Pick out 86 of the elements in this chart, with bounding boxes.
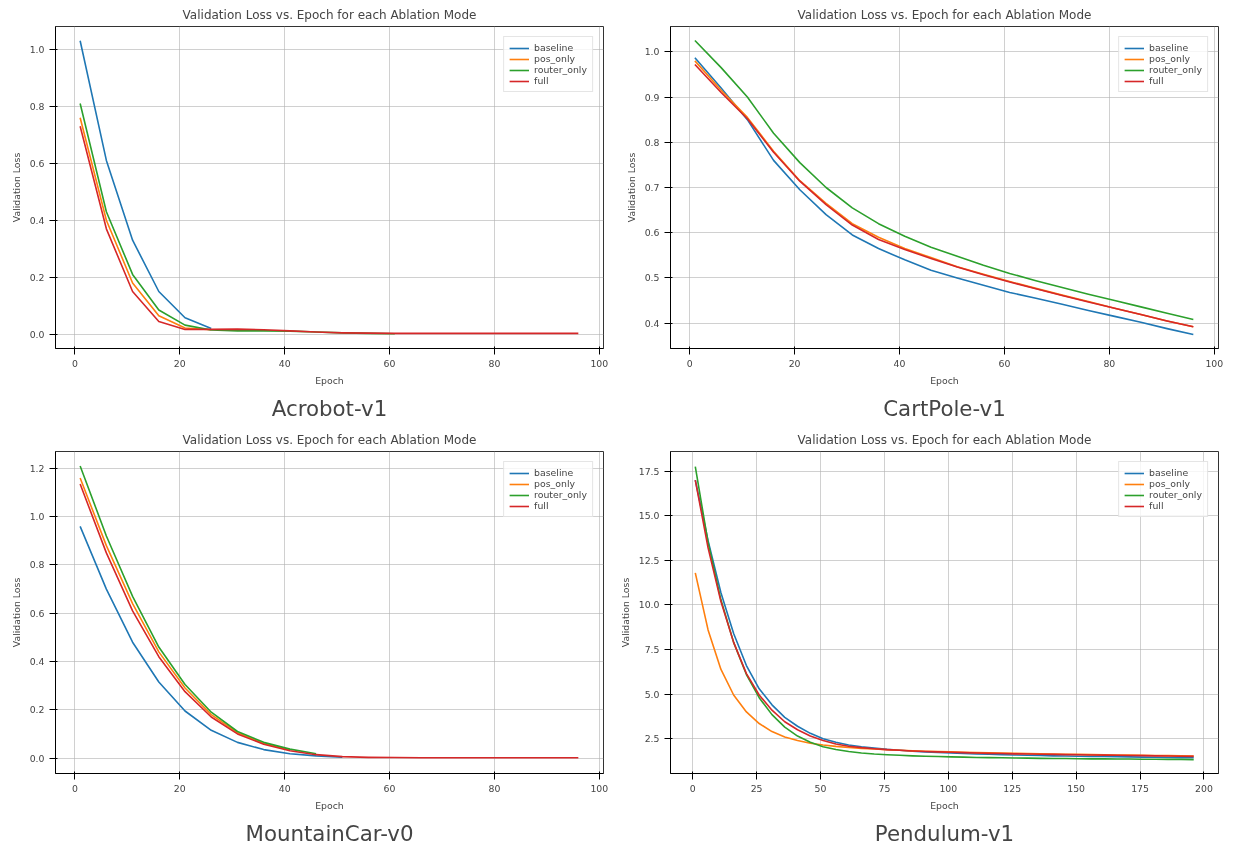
y-tick-label: 17.5 <box>638 465 660 477</box>
y-tick-label: 0.4 <box>29 214 45 226</box>
x-tick-label: 20 <box>173 357 186 369</box>
x-tick-label: 0 <box>686 357 693 369</box>
y-axis-title: Validation Loss <box>10 577 22 648</box>
x-tick-label: 80 <box>488 782 501 794</box>
legend-label: baseline <box>1149 467 1189 478</box>
x-tick-label: 20 <box>173 782 186 794</box>
x-axis-title: Epoch <box>930 799 959 811</box>
legend-label: router_only <box>534 489 587 500</box>
x-tick-label: 75 <box>878 782 891 794</box>
y-tick-label: 0.0 <box>29 328 45 340</box>
legend-label: pos_only <box>534 478 575 489</box>
x-tick-label: 0 <box>689 782 696 794</box>
x-tick-label: 0 <box>71 357 78 369</box>
y-tick-label: 0.6 <box>29 157 45 169</box>
y-tick-label: 0.7 <box>644 182 660 193</box>
x-tick-label: 100 <box>590 782 609 794</box>
y-tick-label: 2.5 <box>644 733 660 745</box>
legend-label: router_only <box>1149 489 1202 500</box>
chart-title: Validation Loss vs. Epoch for each Ablation Mode <box>182 7 477 22</box>
x-tick-label: 100 <box>939 782 958 794</box>
y-tick-label: 12.5 <box>638 554 660 566</box>
legend-label: pos_only <box>1149 53 1190 64</box>
x-tick-label: 60 <box>383 782 396 794</box>
legend-label: router_only <box>1149 64 1202 75</box>
y-tick-label: 10.0 <box>638 599 660 611</box>
legend-label: baseline <box>1149 42 1189 53</box>
y-tick-label: 0.8 <box>29 100 45 112</box>
y-tick-label: 0.6 <box>644 227 660 239</box>
text: CartPole-v1 <box>883 395 1006 421</box>
chart-title: Validation Loss vs. Epoch for each Ablation Mode <box>182 432 477 447</box>
x-tick-label: 80 <box>488 357 501 369</box>
x-tick-label: 100 <box>590 357 609 369</box>
legend-label: full <box>1149 75 1165 86</box>
chart-title: Validation Loss vs. Epoch for each Ablation Mode <box>797 7 1092 22</box>
x-tick-label: 0 <box>71 782 78 794</box>
y-tick-label: 0.0 <box>29 752 45 764</box>
y-tick-label: 0.2 <box>29 704 45 716</box>
legend-label: full <box>1149 500 1165 511</box>
x-tick-label: 100 <box>1205 357 1224 369</box>
y-axis-title: Validation Loss <box>10 152 22 223</box>
x-tick-label: 150 <box>1067 782 1086 794</box>
x-tick-label: 40 <box>893 357 906 369</box>
y-tick-label: 1.0 <box>29 43 45 55</box>
y-tick-label: 1.2 <box>29 462 45 474</box>
x-tick-label: 60 <box>998 357 1011 369</box>
y-tick-label: 1.0 <box>644 46 660 58</box>
y-tick-label: 5.0 <box>644 688 660 700</box>
x-tick-label: 20 <box>788 357 801 369</box>
x-tick-label: 60 <box>383 357 396 369</box>
x-axis-title: Epoch <box>930 374 959 386</box>
text: MountainCar-v0 <box>245 820 414 846</box>
x-tick-label: 200 <box>1195 782 1213 794</box>
legend-label: baseline <box>534 42 574 53</box>
y-tick-label: 7.5 <box>644 644 660 656</box>
y-tick-label: 15.0 <box>638 510 660 522</box>
chart-title: Validation Loss vs. Epoch for each Ablation Mode <box>797 432 1092 447</box>
x-tick-label: 25 <box>750 782 763 794</box>
legend-label: baseline <box>534 467 574 478</box>
x-axis-title: Epoch <box>315 799 344 811</box>
x-tick-label: 50 <box>814 782 827 794</box>
x-tick-label: 40 <box>278 782 291 794</box>
y-axis-title: Validation Loss <box>619 577 631 648</box>
legend-label: full <box>534 500 550 511</box>
legend-label: pos_only <box>1149 478 1190 489</box>
y-tick-label: 0.6 <box>29 607 45 619</box>
y-tick-label: 0.8 <box>29 559 45 571</box>
y-tick-label: 0.5 <box>644 272 660 284</box>
x-tick-label: 175 <box>1131 782 1149 794</box>
text: Pendulum-v1 <box>874 820 1015 846</box>
x-axis-title: Epoch <box>315 374 344 386</box>
x-tick-label: 80 <box>1103 357 1116 369</box>
legend-label: router_only <box>534 64 587 75</box>
y-tick-label: 0.2 <box>29 271 45 283</box>
y-tick-label: 0.4 <box>29 656 45 667</box>
x-tick-label: 40 <box>278 357 291 369</box>
y-axis-title: Validation Loss <box>625 152 637 223</box>
legend-label: pos_only <box>534 53 575 64</box>
y-tick-label: 0.8 <box>644 136 660 148</box>
text: Acrobot-v1 <box>271 395 388 421</box>
y-tick-label: 0.4 <box>644 317 660 329</box>
legend-label: full <box>534 75 550 86</box>
y-tick-label: 1.0 <box>29 511 45 523</box>
x-tick-label: 125 <box>1003 782 1022 794</box>
y-tick-label: 0.9 <box>644 91 660 103</box>
